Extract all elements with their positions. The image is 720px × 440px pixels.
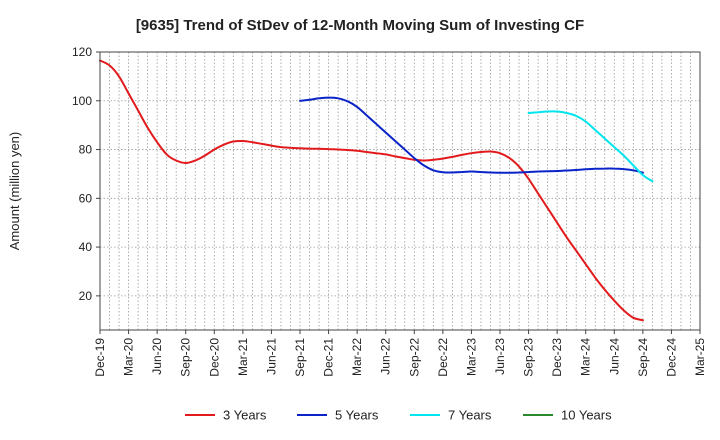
- x-tick-label: Jun-22: [379, 338, 393, 375]
- legend: 3 Years 5 Years 7 Years 10 Years: [185, 408, 612, 423]
- legend-label-7-years: 7 Years: [448, 408, 492, 423]
- legend-label-5-years: 5 Years: [335, 408, 379, 423]
- series-layer: [99, 59, 654, 322]
- x-tick-label: Sep-22: [407, 338, 421, 377]
- x-tick-label: Mar-24: [579, 338, 593, 376]
- y-axis-label: Amount (million yen): [7, 132, 22, 251]
- x-tick-label: Sep-23: [522, 338, 536, 377]
- x-tick-label: Mar-23: [464, 338, 478, 376]
- x-tick-label: Sep-21: [293, 338, 307, 377]
- x-tick-label: Dec-20: [207, 338, 221, 377]
- x-tick-label: Mar-20: [122, 338, 136, 376]
- x-tick-label: Jun-24: [607, 338, 621, 375]
- x-tick-label: Sep-20: [179, 338, 193, 377]
- y-tick-label: 80: [79, 143, 93, 157]
- x-tick-label: Dec-19: [93, 338, 107, 377]
- plot-frame: [99, 51, 701, 331]
- x-tick-label: Dec-22: [436, 338, 450, 377]
- x-tick-label: Mar-21: [236, 338, 250, 376]
- y-tick-label: 100: [72, 94, 92, 108]
- x-axis-ticks: Dec-19 Mar-20 Jun-20 Sep-20 Dec-20 Mar-21 Jun-…: [93, 330, 707, 377]
- series-line-3-years: [99, 59, 644, 322]
- legend-label-3-years: 3 Years: [223, 408, 267, 423]
- series-line-7-years: [527, 110, 654, 183]
- y-axis-ticks: 20 40 60 80 100 120: [72, 45, 100, 303]
- x-tick-label: Jun-21: [264, 338, 278, 375]
- x-tick-label: Jun-20: [150, 338, 164, 375]
- x-tick-label: Jun-23: [493, 338, 507, 375]
- x-tick-label: Dec-24: [664, 338, 678, 377]
- series-line-5-years: [299, 96, 644, 174]
- x-tick-label: Mar-25: [693, 338, 707, 376]
- y-tick-label: 120: [72, 45, 92, 59]
- x-tick-label: Sep-24: [636, 338, 650, 377]
- x-tick-label: Mar-22: [350, 338, 364, 376]
- y-tick-label: 40: [79, 240, 93, 254]
- chart-title: [9635] Trend of StDev of 12-Month Moving…: [136, 17, 584, 34]
- x-tick-label: Dec-21: [322, 338, 336, 377]
- y-tick-label: 20: [79, 289, 93, 303]
- legend-label-10-years: 10 Years: [561, 408, 612, 423]
- grid: [100, 51, 700, 330]
- y-tick-label: 60: [79, 191, 93, 205]
- x-tick-label: Dec-23: [550, 338, 564, 377]
